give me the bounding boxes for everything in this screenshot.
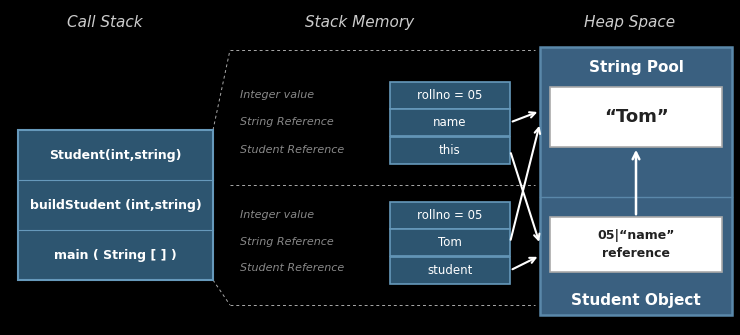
Text: Stack Memory: Stack Memory	[306, 14, 414, 29]
Text: Call Stack: Call Stack	[67, 14, 143, 29]
FancyBboxPatch shape	[550, 87, 722, 147]
Text: String Reference: String Reference	[240, 117, 334, 127]
FancyBboxPatch shape	[390, 202, 510, 229]
Text: 05|“name”
reference: 05|“name” reference	[597, 229, 675, 260]
FancyBboxPatch shape	[540, 47, 732, 315]
Text: Student Reference: Student Reference	[240, 263, 344, 273]
Text: String Reference: String Reference	[240, 237, 334, 247]
Text: String Pool: String Pool	[588, 60, 684, 74]
FancyBboxPatch shape	[390, 109, 510, 136]
Text: rollno = 05: rollno = 05	[417, 209, 482, 222]
Text: “Tom”: “Tom”	[604, 108, 668, 126]
FancyBboxPatch shape	[390, 137, 510, 164]
FancyBboxPatch shape	[550, 217, 722, 272]
Text: Student Object: Student Object	[571, 292, 701, 308]
Text: buildStudent (int,string): buildStudent (int,string)	[30, 199, 201, 211]
FancyBboxPatch shape	[390, 229, 510, 256]
Text: Integer value: Integer value	[240, 90, 314, 100]
Text: rollno = 05: rollno = 05	[417, 89, 482, 102]
FancyBboxPatch shape	[390, 257, 510, 284]
Text: main ( String [ ] ): main ( String [ ] )	[54, 249, 177, 262]
Text: Heap Space: Heap Space	[585, 14, 676, 29]
FancyBboxPatch shape	[18, 130, 213, 280]
Text: this: this	[439, 144, 461, 157]
Text: Student Reference: Student Reference	[240, 145, 344, 155]
Text: Tom: Tom	[438, 236, 462, 249]
Text: name: name	[433, 116, 467, 129]
Text: Integer value: Integer value	[240, 210, 314, 220]
FancyBboxPatch shape	[390, 82, 510, 109]
Text: Student(int,string): Student(int,string)	[50, 148, 182, 161]
Text: student: student	[427, 264, 473, 277]
